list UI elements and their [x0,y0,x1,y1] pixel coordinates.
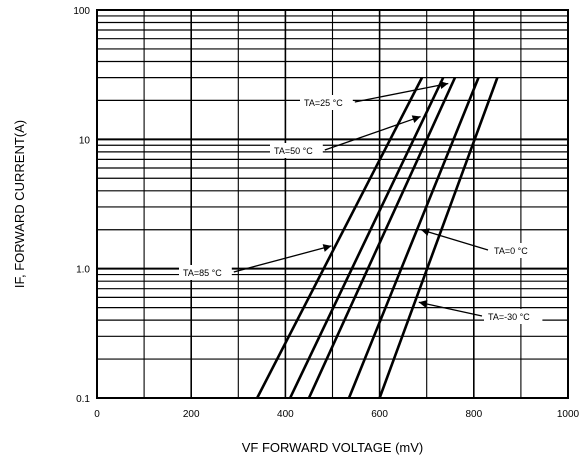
x-tick-label: 600 [371,409,388,420]
x-tick-label: 0 [94,409,100,420]
series-line [255,77,424,399]
annotations: TA=85 °C TA=50 °C TA=25 °C TA=0 °C TA=-30 °C [179,81,543,324]
annotation-arrowhead [322,244,332,252]
y-tick-label: 1.0 [76,265,90,276]
y-tick-label: 10 [79,135,91,146]
x-tick-label: 800 [465,409,482,420]
annotation-box [490,243,538,258]
series-line [288,77,445,399]
x-tick-label: 200 [183,409,200,420]
plot-frame [96,9,569,399]
annotation-box [300,95,353,110]
series-lines [255,77,499,399]
annotation-label: TA=25 °C [304,98,343,108]
series-line [378,77,499,399]
annotation-label: TA=85 °C [183,268,222,278]
annotation-arrow [233,245,332,273]
series-line [307,77,457,399]
x-tick-label: 400 [277,409,294,420]
annotation-arrow [418,301,483,317]
x-tick-label: 1000 [557,409,580,420]
annotation-label: TA=50 °C [274,146,313,156]
annotation-box [270,143,323,158]
y-axis-title: IF, FORWARD CURRENT(A) [12,120,27,288]
annotation-arrow [354,82,449,103]
x-axis-title: VF FORWARD VOLTAGE (mV) [242,440,424,455]
annotation-arrow [324,115,421,151]
annotation-label: TA=-30 °C [488,312,530,322]
annotation-arrowhead [411,115,421,123]
annotation-box [179,265,232,280]
tick-labels: 0 200 400 600 800 1000 0.1 1.0 10 100 [73,6,579,420]
annotation-box [484,309,543,324]
annotation-arrowhead [418,300,428,308]
annotation-arrowhead [439,81,449,90]
y-tick-label: 100 [73,6,90,17]
y-tick-label: 0.1 [76,394,90,405]
series-line [347,77,480,399]
annotation-label: TA=0 °C [494,246,528,256]
annotation-arrowhead [421,228,430,236]
grid [97,10,568,398]
annotation-arrow [420,229,489,251]
